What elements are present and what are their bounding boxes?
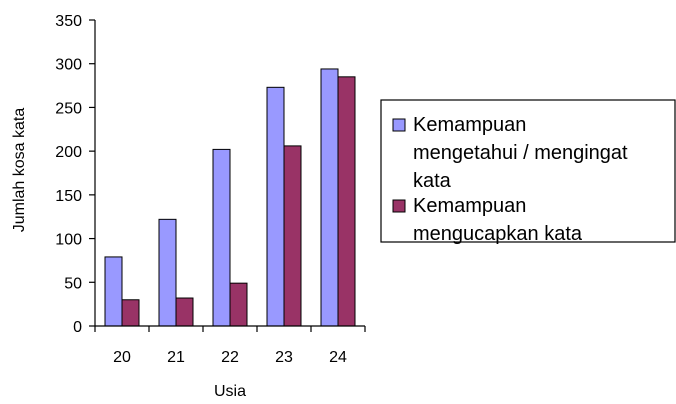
legend-label-1-line-2: mengetahui / mengingat <box>413 142 628 164</box>
y-axis-title: Jumlah kosa kata <box>11 108 28 233</box>
legend-label-1-line-3: kata <box>413 170 452 192</box>
x-tick-label: 24 <box>329 349 347 366</box>
y-tick-label: 50 <box>64 275 82 292</box>
x-tick-label: 23 <box>275 349 293 366</box>
bar-series-1-24 <box>320 68 339 327</box>
legend-label-1-line-1: Kemampuan <box>413 114 526 136</box>
legend-label-2-line-1: Kemampuan <box>413 195 526 217</box>
y-axis-ticks: 0 50 100 150 200 250 300 350 <box>55 13 95 336</box>
legend-frame <box>380 99 676 243</box>
x-axis-title: Usia <box>214 383 246 400</box>
bar-series-2-22 <box>229 282 248 327</box>
bar-series-2-20 <box>121 299 140 327</box>
y-tick-label: 0 <box>73 319 82 336</box>
bar-series-2-21 <box>175 297 194 327</box>
bar-series-1-23 <box>266 86 285 327</box>
x-tick-label: 20 <box>113 349 131 366</box>
bars <box>104 68 356 327</box>
y-tick-label: 250 <box>55 100 82 117</box>
bar-series-1-22 <box>212 148 231 327</box>
bar-series-1-21 <box>158 218 177 327</box>
y-tick-label: 350 <box>55 13 82 30</box>
legend-label-2-line-2: mengucapkan kata <box>413 223 583 245</box>
bar-series-2-24 <box>337 76 356 327</box>
x-tick-label: 22 <box>221 349 239 366</box>
legend-swatch-1 <box>392 118 406 132</box>
x-tick-label: 21 <box>167 349 185 366</box>
bar-series-2-23 <box>283 145 302 327</box>
y-tick-label: 200 <box>55 144 82 161</box>
y-tick-label: 300 <box>55 57 82 74</box>
legend-swatch-2 <box>392 199 406 213</box>
y-tick-label: 100 <box>55 232 82 249</box>
legend: Kemampuan mengetahui / mengingat kata Kemam… <box>380 99 676 245</box>
y-tick-label: 150 <box>55 188 82 205</box>
x-axis-ticks: 20 21 22 23 24 <box>94 326 366 366</box>
bar-series-1-20 <box>104 256 123 327</box>
